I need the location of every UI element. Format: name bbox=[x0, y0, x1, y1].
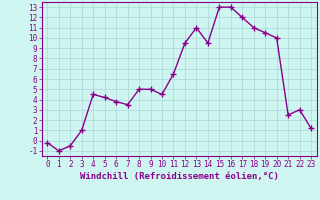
X-axis label: Windchill (Refroidissement éolien,°C): Windchill (Refroidissement éolien,°C) bbox=[80, 172, 279, 181]
